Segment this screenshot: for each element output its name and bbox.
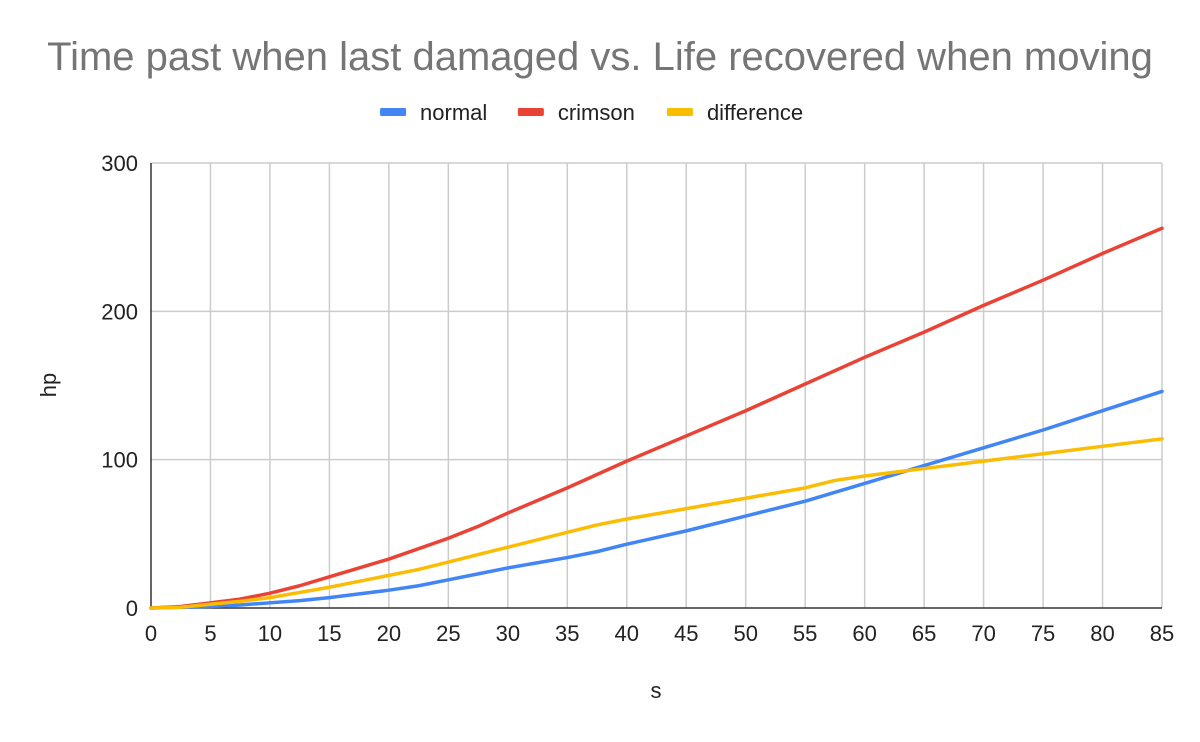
legend-swatch: [517, 108, 544, 116]
legend-item-crimson: crimson: [517, 100, 635, 125]
y-axis-ticks: 0 100 200 300: [101, 151, 138, 621]
x-tick-label: 80: [1090, 621, 1114, 646]
x-tick-label: 0: [145, 621, 157, 646]
chart-title: Time past when last damaged vs. Life rec…: [47, 35, 1153, 79]
x-tick-label: 75: [1031, 621, 1055, 646]
legend-swatch: [666, 108, 693, 116]
legend-label: normal: [420, 100, 487, 125]
legend-swatch: [380, 108, 407, 116]
axes: [150, 163, 1162, 609]
x-tick-label: 70: [971, 621, 995, 646]
legend-item-difference: difference: [666, 100, 803, 125]
y-tick-label: 200: [101, 299, 138, 324]
legend: normal crimson difference: [380, 100, 803, 125]
y-axis-title: hp: [36, 373, 61, 397]
grid: [151, 162, 1163, 608]
x-tick-label: 30: [496, 621, 520, 646]
series-line-difference: [149, 437, 1164, 610]
x-tick-label: 40: [615, 621, 639, 646]
series-line-crimson: [149, 226, 1164, 610]
legend-label: crimson: [558, 100, 635, 125]
x-tick-label: 15: [317, 621, 341, 646]
x-tick-label: 5: [204, 621, 216, 646]
x-tick-label: 55: [793, 621, 817, 646]
x-tick-label: 20: [377, 621, 401, 646]
y-tick-label: 0: [126, 596, 138, 621]
x-axis-ticks: 0 5 10 15 20 25 30 35 40 45 50 55 60 65 70 75 80 85: [145, 621, 1174, 646]
x-tick-label: 25: [436, 621, 460, 646]
legend-item-normal: normal: [380, 100, 487, 125]
y-tick-label: 100: [101, 448, 138, 473]
x-tick-label: 85: [1150, 621, 1174, 646]
series-line-normal: [149, 389, 1164, 610]
x-tick-label: 50: [733, 621, 757, 646]
series-group: [149, 226, 1164, 610]
x-axis-title: s: [651, 678, 662, 703]
x-tick-label: 65: [912, 621, 936, 646]
y-tick-label: 300: [101, 151, 138, 176]
x-tick-label: 35: [555, 621, 579, 646]
x-tick-label: 45: [674, 621, 698, 646]
x-tick-label: 10: [258, 621, 282, 646]
legend-label: difference: [707, 100, 803, 125]
x-tick-label: 60: [852, 621, 876, 646]
